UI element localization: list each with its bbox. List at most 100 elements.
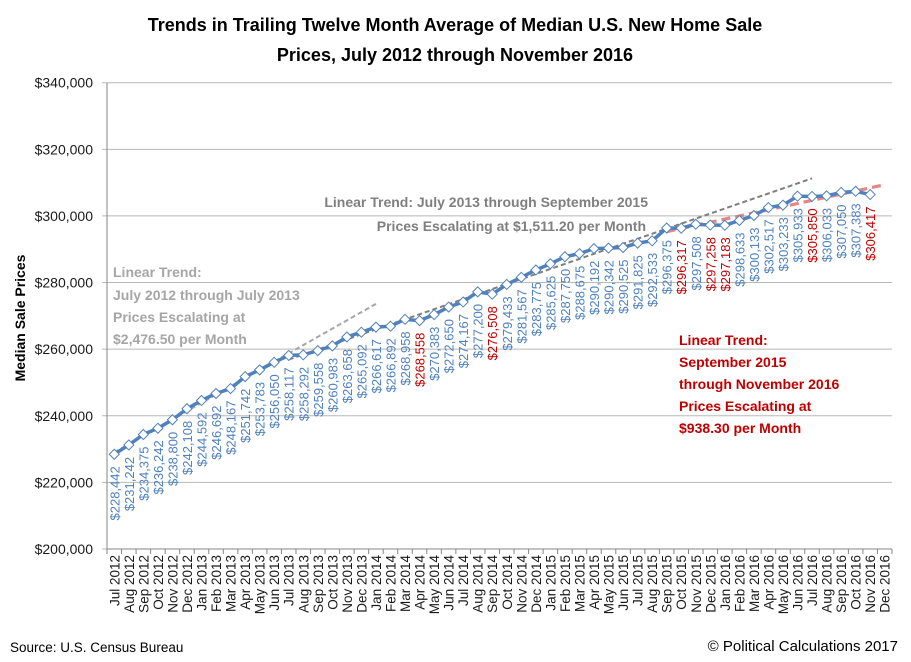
data-label: $306,033 (820, 208, 835, 262)
annotation-line: Prices Escalating at (679, 398, 812, 414)
x-tick-label: Oct 2016 (849, 555, 864, 610)
data-label: $266,892 (383, 338, 398, 392)
source-note: Source: U.S. Census Bureau (10, 640, 183, 655)
gridlines (102, 82, 892, 550)
data-point (559, 251, 571, 263)
x-tick-label: Feb 2013 (209, 555, 224, 612)
data-label: $288,675 (572, 266, 587, 320)
copyright-note: © Political Calculations 2017 (708, 638, 898, 655)
data-label: $281,567 (514, 289, 529, 343)
data-label: $266,617 (369, 339, 384, 393)
x-tick-label: Jul 2014 (456, 555, 471, 607)
data-point (297, 349, 309, 361)
data-label: $246,692 (209, 405, 224, 459)
data-label: $274,167 (456, 314, 471, 368)
x-tick-label: Jun 2013 (267, 555, 282, 611)
data-point (864, 188, 876, 201)
annotation-trend-2015: Linear Trend: September 2015 through Nov… (679, 332, 839, 436)
data-label: $305,933 (791, 208, 806, 262)
x-tick-label: May 2016 (776, 555, 791, 614)
data-label: $307,383 (849, 203, 864, 257)
x-tick-label: Nov 2016 (863, 555, 878, 613)
x-tick-label: Mar 2014 (398, 555, 413, 613)
annotation-line: Linear Trend: (679, 332, 768, 348)
data-label: $268,558 (413, 333, 428, 387)
data-label: $297,183 (718, 237, 733, 291)
x-tick-label: Feb 2016 (732, 555, 747, 612)
x-tick-label: Nov 2012 (165, 555, 180, 613)
annotation-line: $2,476.50 per Month (113, 331, 247, 347)
x-tick-label: Apr 2013 (238, 555, 253, 610)
x-tick-label: Dec 2016 (878, 555, 893, 613)
data-point (849, 185, 862, 198)
data-point (675, 222, 687, 234)
y-axis-title: Median Sale Prices (12, 254, 28, 381)
data-label: $287,750 (558, 269, 573, 323)
data-point (312, 344, 324, 357)
data-label: $268,958 (398, 331, 413, 385)
x-tick-label: Jan 2016 (718, 555, 733, 611)
x-tick-label: Aug 2015 (645, 555, 660, 613)
data-point (660, 222, 673, 234)
data-point (253, 364, 266, 376)
chart-title-line-2: Prices, July 2012 through November 2016 (277, 45, 633, 65)
y-tick-label: $280,000 (35, 275, 94, 291)
data-point (690, 218, 702, 230)
x-tick-label: Sep 2012 (136, 555, 151, 613)
x-tick-label: Apr 2015 (587, 555, 602, 610)
data-label: $238,800 (165, 432, 180, 486)
data-label: $256,050 (267, 374, 282, 428)
data-point (530, 264, 542, 276)
x-tick-label: Aug 2016 (820, 555, 835, 613)
annotation-trend-2013: Linear Trend: July 2013 through Septembe… (324, 194, 648, 234)
data-point (617, 241, 629, 254)
data-label: $296,375 (660, 240, 675, 294)
y-tick-label: $240,000 (35, 408, 94, 424)
annotation-line: Prices Escalating at (113, 309, 246, 325)
x-tick-label: Sep 2014 (485, 555, 500, 613)
data-label: $296,317 (674, 240, 689, 294)
data-point (748, 209, 760, 222)
data-label: $303,233 (776, 217, 791, 271)
x-axis-tick-labels: Jul 2012 Aug 2012 Sep 2012 Oct 2012 Nov 2012… (107, 555, 892, 615)
y-axis-tick-labels: $200,000 $220,000 $240,000 $260,000 $280,000… (35, 75, 94, 557)
data-point (777, 199, 789, 211)
x-tick-label: Sep 2013 (311, 555, 326, 613)
data-point (210, 387, 222, 400)
data-point (152, 422, 164, 434)
axes (106, 82, 893, 554)
data-label: $228,442 (107, 466, 122, 520)
data-label: $285,625 (543, 276, 558, 330)
data-point (224, 382, 237, 395)
chart-title-line-1: Trends in Trailing Twelve Month Average … (148, 15, 762, 35)
data-label: $231,242 (122, 457, 137, 511)
data-label: $291,825 (631, 255, 646, 309)
data-point (268, 356, 280, 369)
data-labels: $228,442 $231,242 $234,375 $236,242 $238,800… (107, 203, 878, 520)
data-point (195, 394, 208, 407)
x-tick-label: Jan 2014 (369, 555, 384, 611)
data-point (399, 313, 411, 326)
x-tick-label: Jul 2015 (631, 555, 646, 606)
data-label: $300,133 (747, 227, 762, 281)
data-point (631, 237, 644, 249)
data-point (588, 242, 600, 255)
data-point (515, 271, 528, 284)
data-point (457, 296, 469, 308)
x-tick-label: Sep 2015 (660, 555, 675, 613)
x-tick-label: Aug 2012 (122, 555, 137, 613)
data-label: $258,117 (282, 367, 297, 420)
x-tick-label: Nov 2014 (514, 555, 529, 613)
data-label: $279,433 (500, 296, 515, 350)
x-tick-label: Dec 2015 (703, 555, 718, 613)
annotation-trend-2012: Linear Trend: July 2012 through July 201… (113, 264, 300, 347)
x-tick-label: Feb 2015 (558, 555, 573, 612)
data-point (413, 314, 426, 327)
data-point (544, 258, 557, 270)
x-tick-label: Sep 2016 (834, 555, 849, 613)
x-tick-label: Oct 2013 (325, 555, 340, 610)
data-point (573, 247, 586, 260)
x-tick-label: Jan 2015 (543, 555, 558, 611)
x-tick-label: Jun 2016 (791, 555, 806, 611)
x-tick-label: Jul 2016 (805, 555, 820, 606)
